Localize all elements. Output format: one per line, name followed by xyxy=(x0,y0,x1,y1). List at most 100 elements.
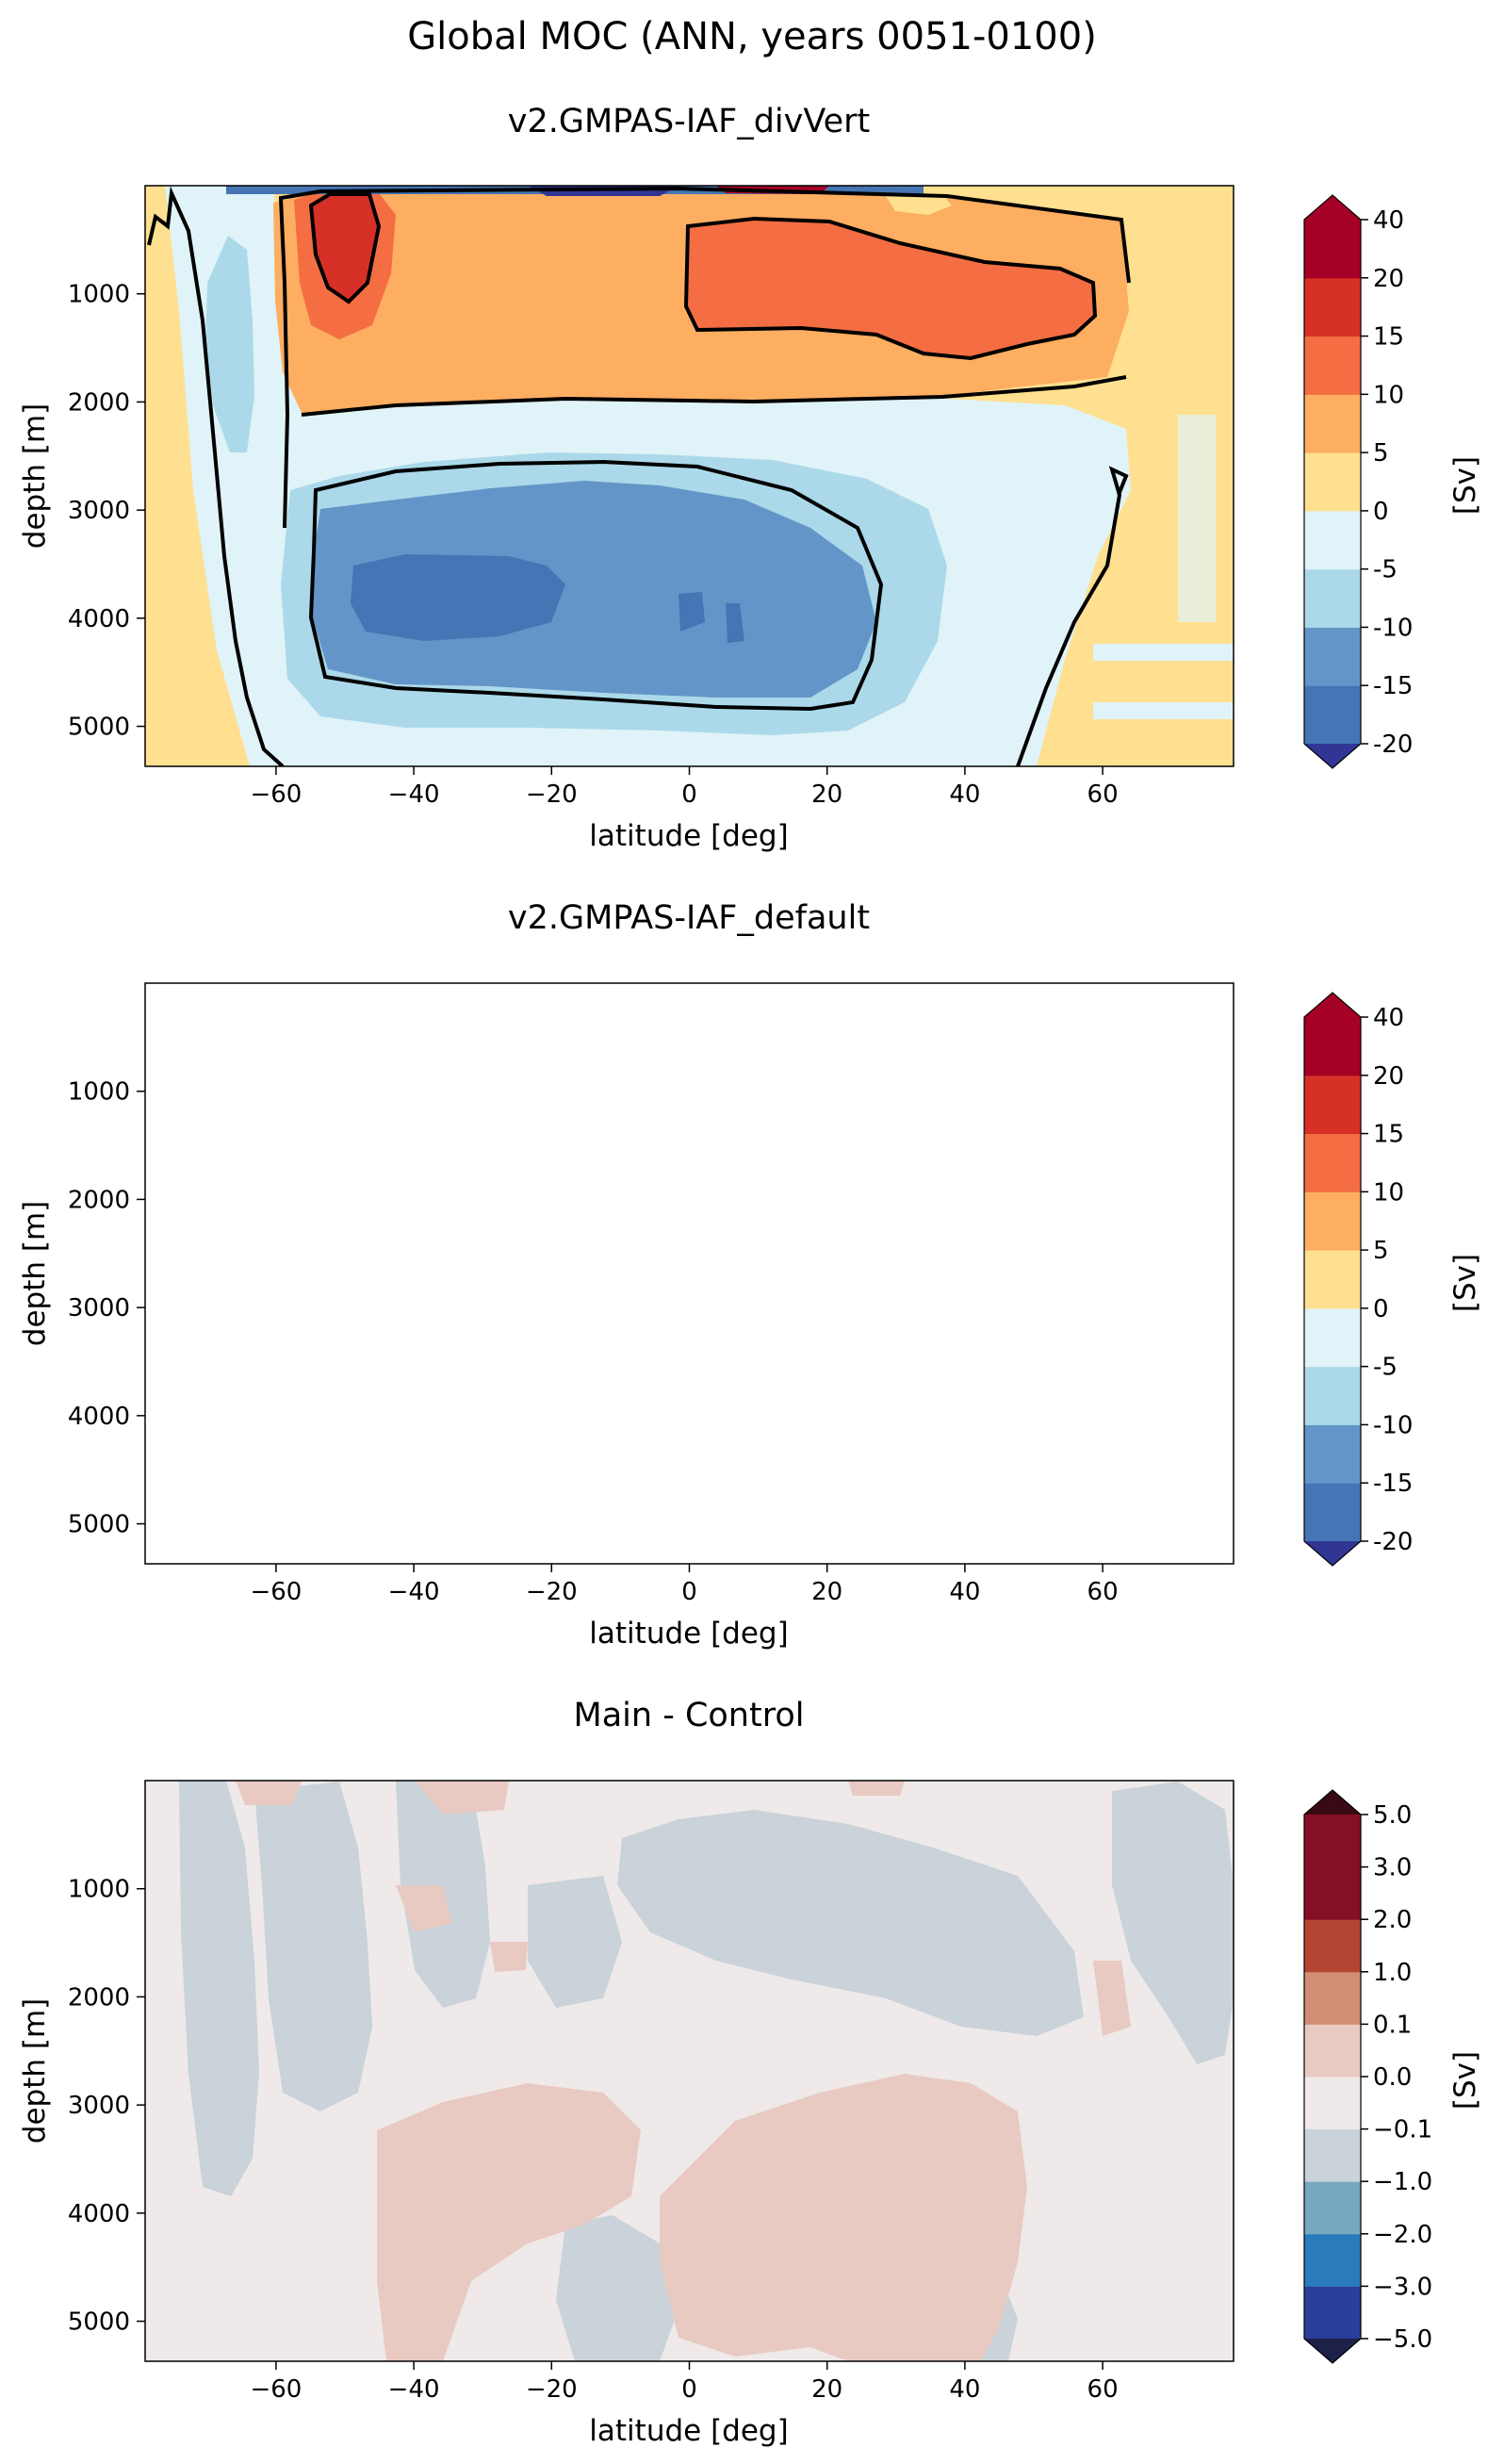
x-tick-label: 0 xyxy=(681,1578,697,1606)
colorbar-label: [Sv] xyxy=(1448,456,1482,515)
colorbar-tick-label: −5.0 xyxy=(1373,2325,1432,2354)
colorbar-extend-min xyxy=(1304,1541,1361,1566)
colorbar-tick-label: 0 xyxy=(1373,498,1389,526)
colorbar-tick-label: 40 xyxy=(1373,206,1404,235)
colorbar-tick-label: −1.0 xyxy=(1373,2168,1432,2196)
x-tick-label: −60 xyxy=(250,2375,302,2404)
colorbar-tick-label: 15 xyxy=(1373,323,1404,352)
panel-difference: Main - Control −60 −40 −20 0 20 40 60 1000 2000… xyxy=(18,1697,1482,2448)
colorbar-tick-label: 5 xyxy=(1373,1237,1389,1265)
panel-default: v2.GMPAS-IAF_default xyxy=(18,899,1482,1651)
panel-title: Main - Control xyxy=(574,1697,805,1734)
colorbar-band xyxy=(1304,1815,1361,1868)
colorbar-tick-label: -20 xyxy=(1373,731,1413,759)
colorbar-band xyxy=(1304,220,1361,279)
contour-field xyxy=(145,983,1234,1564)
contour-field xyxy=(145,1781,1234,2361)
y-tick-label: 5000 xyxy=(68,1511,130,1539)
colorbar-extend-min xyxy=(1304,744,1361,768)
colorbar-extend-max xyxy=(1304,195,1361,220)
x-tick-label: 40 xyxy=(949,2375,980,2404)
colorbar-tick-label: 0.0 xyxy=(1373,2063,1412,2092)
y-tick-label: 5000 xyxy=(68,2308,130,2337)
x-axis: −60 −40 −20 0 20 40 60 xyxy=(250,766,1119,809)
colorbar-band xyxy=(1304,1424,1361,1484)
x-axis-label: latitude [deg] xyxy=(589,1617,788,1651)
contour-field xyxy=(145,186,1234,766)
plot-frame xyxy=(144,982,1234,1565)
x-tick-label: −40 xyxy=(388,1578,440,1606)
x-tick-label: 60 xyxy=(1087,1578,1119,1606)
y-axis-label: depth [m] xyxy=(18,403,52,549)
colorbar-tick-label: -5 xyxy=(1373,556,1398,584)
colorbar-band xyxy=(1304,394,1361,453)
colorbar-tick-label: 10 xyxy=(1373,1178,1404,1207)
colorbar-band xyxy=(1304,685,1361,745)
colorbar-tick-label: 40 xyxy=(1373,1004,1404,1032)
y-tick-label: 2000 xyxy=(68,1186,130,1214)
colorbar-band xyxy=(1304,1483,1361,1542)
y-tick-label: 4000 xyxy=(68,1403,130,1431)
y-tick-label: 4000 xyxy=(68,2200,130,2228)
colorbar-band xyxy=(1304,277,1361,337)
colorbar-tick-label: −0.1 xyxy=(1373,2116,1432,2144)
x-tick-label: −60 xyxy=(250,1578,302,1606)
colorbar-tick-label: 2.0 xyxy=(1373,1906,1412,1934)
x-tick-label: −20 xyxy=(526,780,578,809)
y-axis: 1000 2000 3000 4000 5000 xyxy=(68,281,145,742)
panel-title: v2.GMPAS-IAF_divVert xyxy=(508,103,871,140)
colorbar-band xyxy=(1304,1017,1361,1076)
colorbar-tick-label: 20 xyxy=(1373,265,1404,293)
colorbar-band xyxy=(1304,1919,1361,1973)
x-axis: −60 −40 −20 0 20 40 60 xyxy=(250,2361,1119,2404)
y-axis-label: depth [m] xyxy=(18,1998,52,2144)
colorbar-band xyxy=(1304,336,1361,395)
colorbar-band xyxy=(1304,1971,1361,2025)
panel-divvert: v2.GMPAS-IAF_divVert xyxy=(18,103,1482,853)
colorbar-tick-label: -15 xyxy=(1373,672,1413,700)
x-axis-label: latitude [deg] xyxy=(589,819,788,853)
x-tick-label: 20 xyxy=(811,780,842,809)
colorbar-band xyxy=(1304,1866,1361,1920)
colorbar-band xyxy=(1304,1366,1361,1425)
y-tick-label: 1000 xyxy=(68,1876,130,1904)
x-axis: −60 −40 −20 0 20 40 60 xyxy=(250,1564,1119,1606)
x-tick-label: −20 xyxy=(526,1578,578,1606)
x-tick-label: −60 xyxy=(250,780,302,809)
colorbar-band xyxy=(1304,627,1361,686)
colorbar-tick-label: 5 xyxy=(1373,439,1389,468)
colorbar-band xyxy=(1304,2024,1361,2078)
colorbar-tick-label: 10 xyxy=(1373,381,1404,409)
panel-title: v2.GMPAS-IAF_default xyxy=(508,899,870,937)
colorbar-band xyxy=(1304,1075,1361,1135)
colorbar-band xyxy=(1304,1191,1361,1251)
x-tick-label: 60 xyxy=(1087,2375,1119,2404)
colorbar-tick-label: -15 xyxy=(1373,1470,1413,1498)
y-tick-label: 3000 xyxy=(68,2092,130,2120)
y-axis: 1000 2000 3000 4000 5000 xyxy=(68,1876,145,2337)
colorbar: -20 -15 -10 -5 0 5 10 15 20 40 xyxy=(1303,992,1413,1567)
y-tick-label: 5000 xyxy=(68,714,130,742)
colorbar-band xyxy=(1304,452,1361,512)
colorbar-band xyxy=(1304,568,1361,628)
colorbar-tick-label: 0 xyxy=(1373,1295,1389,1323)
colorbar-tick-label: 15 xyxy=(1373,1121,1404,1149)
x-tick-label: 0 xyxy=(681,780,697,809)
colorbar-tick-label: −3.0 xyxy=(1373,2273,1432,2301)
y-tick-label: 2000 xyxy=(68,388,130,417)
x-tick-label: −40 xyxy=(388,780,440,809)
y-axis: 1000 2000 3000 4000 5000 xyxy=(68,1078,145,1539)
y-tick-label: 1000 xyxy=(68,1078,130,1107)
colorbar-tick-label: -5 xyxy=(1373,1354,1398,1382)
colorbar-band xyxy=(1304,1307,1361,1368)
x-axis-label: latitude [deg] xyxy=(589,2414,788,2448)
colorbar-tick-label: 1.0 xyxy=(1373,1959,1412,1987)
colorbar: −5.0 −3.0 −2.0 −1.0 −0.1 0.0 0.1 1.0 2.0 3.0 5.0 xyxy=(1303,1789,1432,2364)
x-tick-label: 40 xyxy=(949,1578,980,1606)
y-tick-label: 3000 xyxy=(68,497,130,525)
colorbar-tick-label: -10 xyxy=(1373,1411,1413,1439)
figure-title: Global MOC (ANN, years 0051-0100) xyxy=(407,15,1097,58)
x-tick-label: −20 xyxy=(526,2375,578,2404)
colorbar-tick-label: 0.1 xyxy=(1373,2011,1412,2039)
